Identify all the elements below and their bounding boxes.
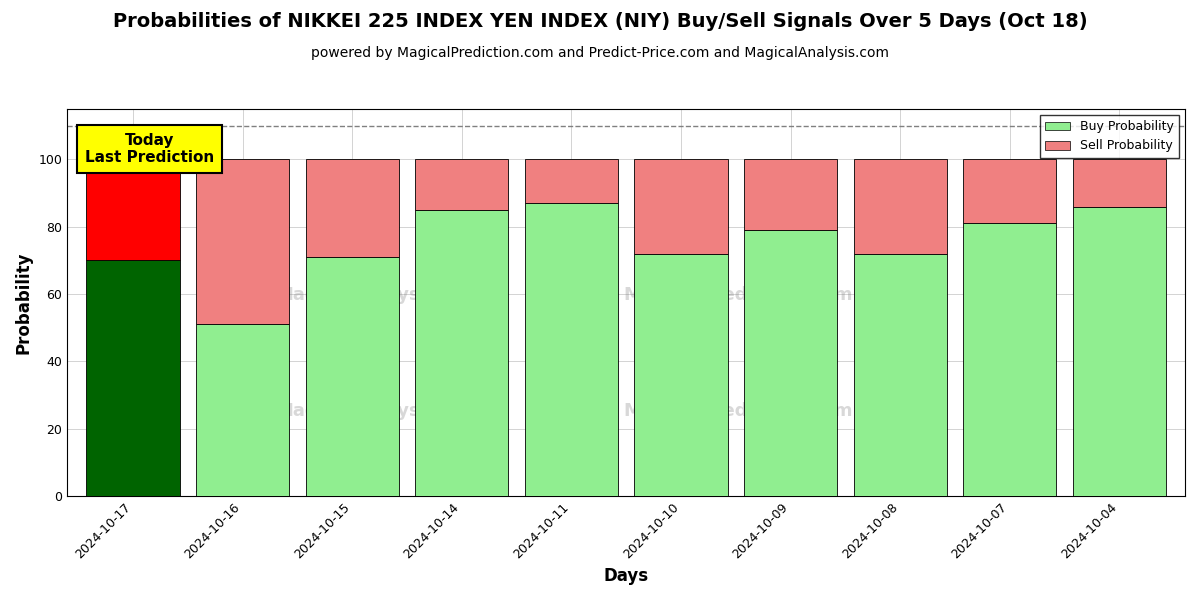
Y-axis label: Probability: Probability — [14, 251, 34, 354]
Bar — [196, 325, 289, 496]
Bar — [86, 260, 180, 496]
Bar — [306, 160, 398, 257]
Bar — [853, 160, 947, 254]
Bar — [744, 230, 838, 496]
Text: MagicalAnalysis.com: MagicalAnalysis.com — [275, 402, 485, 420]
Bar — [853, 254, 947, 496]
Bar — [635, 254, 727, 496]
Text: MagicalPrediction.com: MagicalPrediction.com — [623, 402, 853, 420]
Bar — [306, 257, 398, 496]
Bar — [415, 210, 509, 496]
Bar — [415, 160, 509, 210]
Text: MagicalPrediction.com: MagicalPrediction.com — [623, 286, 853, 304]
Bar — [86, 160, 180, 260]
Bar — [964, 223, 1056, 496]
Bar — [196, 160, 289, 325]
Bar — [524, 160, 618, 203]
Text: powered by MagicalPrediction.com and Predict-Price.com and MagicalAnalysis.com: powered by MagicalPrediction.com and Pre… — [311, 46, 889, 60]
Bar — [964, 160, 1056, 223]
Bar — [1073, 160, 1166, 206]
Bar — [744, 160, 838, 230]
Text: Probabilities of NIKKEI 225 INDEX YEN INDEX (NIY) Buy/Sell Signals Over 5 Days (: Probabilities of NIKKEI 225 INDEX YEN IN… — [113, 12, 1087, 31]
Bar — [635, 160, 727, 254]
Text: Today
Last Prediction: Today Last Prediction — [85, 133, 214, 165]
Legend: Buy Probability, Sell Probability: Buy Probability, Sell Probability — [1040, 115, 1178, 157]
Bar — [524, 203, 618, 496]
Bar — [1073, 206, 1166, 496]
X-axis label: Days: Days — [604, 567, 649, 585]
Text: MagicalAnalysis.com: MagicalAnalysis.com — [275, 286, 485, 304]
